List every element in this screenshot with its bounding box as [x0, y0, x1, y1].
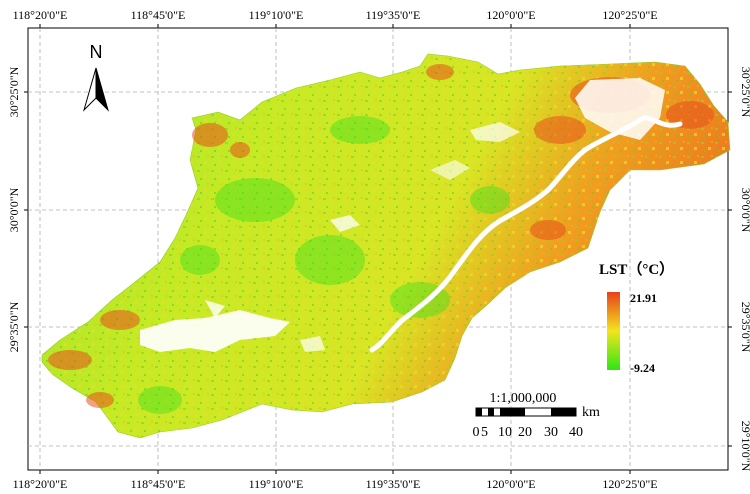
- scale-tick-label: 10: [498, 425, 512, 440]
- top-lon-label: 119°35'0"E: [366, 8, 421, 22]
- scale-unit: km: [582, 405, 600, 420]
- scale-tick-label: 5: [481, 425, 488, 440]
- scale-tick-label: 40: [569, 425, 583, 440]
- legend-colorbar: [607, 292, 620, 370]
- right-lat-label: 29°10'0"N: [739, 421, 750, 472]
- left-lat-label: 30°25'0"N: [7, 66, 21, 117]
- legend-max-label: 21.91: [630, 291, 657, 305]
- bottom-lon-label: 120°25'0"E: [602, 477, 657, 491]
- right-lat-label: 30°25'0"N: [739, 67, 750, 118]
- bottom-lon-label: 118°45'0"E: [131, 477, 186, 491]
- top-lon-label: 118°45'0"E: [131, 8, 186, 22]
- top-lon-label: 120°25'0"E: [602, 8, 657, 22]
- north-letter: N: [90, 42, 103, 62]
- scale-ratio: 1:1,000,000: [490, 391, 557, 406]
- scale-tick-label: 30: [544, 425, 558, 440]
- scale-bar: 1:1,000,000 km 0 5 10 20 30 40: [473, 391, 601, 440]
- scale-tick-label: 0: [473, 425, 480, 440]
- bottom-lon-label: 118°20'0"E: [13, 477, 68, 491]
- legend: LST（°C） 21.91 -9.24: [599, 260, 674, 375]
- left-lat-label: 30°0'0"N: [7, 187, 21, 232]
- left-lat-label: 29°35'0"N: [7, 301, 21, 352]
- north-arrow-icon: N: [82, 42, 110, 112]
- scale-tick-labels: 0 5 10 20 30 40: [473, 425, 584, 440]
- top-lon-label: 120°0'0"E: [486, 8, 535, 22]
- bottom-lon-label: 120°0'0"E: [486, 477, 535, 491]
- right-lat-label: 30°0'0"N: [739, 188, 750, 233]
- scale-tick-label: 20: [518, 425, 532, 440]
- top-lon-label: 118°20'0"E: [13, 8, 68, 22]
- coordinate-labels: 118°20'0"E 118°45'0"E 119°10'0"E 119°35'0"E…: [7, 8, 750, 491]
- top-lon-label: 119°10'0"E: [249, 8, 304, 22]
- river: [369, 115, 683, 353]
- legend-title: LST（°C）: [599, 260, 674, 278]
- right-lat-label: 29°35'0"N: [739, 302, 750, 353]
- hangzhou-region: [41, 53, 731, 439]
- legend-min-label: -9.24: [630, 361, 655, 375]
- frame-ticks: [24, 24, 732, 474]
- bottom-lon-label: 119°35'0"E: [366, 477, 421, 491]
- bottom-lon-label: 119°10'0"E: [249, 477, 304, 491]
- lake: [140, 310, 290, 352]
